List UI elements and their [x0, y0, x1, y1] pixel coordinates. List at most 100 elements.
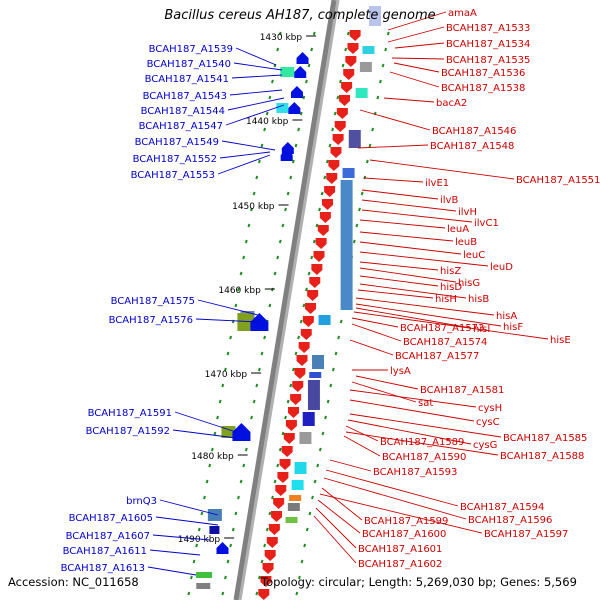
gene-label-left[interactable]: BCAH187_A1544	[141, 106, 225, 117]
gene-label-right[interactable]: BCAH187_A1590	[382, 452, 466, 463]
gene-label-left[interactable]: BCAH187_A1611	[63, 546, 147, 557]
gene-label-right[interactable]: BCAH187_A1599	[364, 516, 448, 527]
track-tick	[237, 287, 240, 292]
gene-label-left[interactable]: brnQ3	[126, 496, 157, 507]
gene-arrow-reverse	[277, 472, 289, 483]
gene-block	[196, 572, 213, 578]
gene-label-left[interactable]: BCAH187_A1539	[149, 44, 233, 55]
gene-label-left[interactable]: BCAH187_A1543	[143, 91, 227, 102]
gene-label-right[interactable]: BCAH187_A1538	[441, 83, 525, 94]
gene-label-right[interactable]: BCAH187_A1600	[362, 529, 446, 540]
gene-label-right[interactable]: cysH	[478, 403, 502, 414]
track-tick	[200, 511, 204, 516]
track-tick	[307, 63, 311, 68]
gene-label-right[interactable]: cysC	[476, 417, 500, 428]
gene-label-left[interactable]: BCAH187_A1549	[135, 137, 219, 148]
gene-label-left[interactable]: BCAH187_A1592	[86, 426, 170, 437]
gene-label-right[interactable]: leuD	[490, 262, 513, 273]
gene-label-right[interactable]: amaA	[448, 8, 477, 19]
gene-leader-line	[219, 151, 271, 159]
track-tick	[268, 95, 272, 100]
gene-label-right[interactable]: leuA	[447, 224, 469, 235]
gene-label-right[interactable]: BCAH187_A1594	[460, 502, 544, 513]
gene-label-right[interactable]: lysA	[390, 366, 411, 377]
gene-label-right[interactable]: BCAH187_A1551	[516, 175, 600, 186]
gene-label-right[interactable]: BCAH187_A1589	[380, 437, 464, 448]
gene-label-right[interactable]: leuB	[455, 237, 477, 248]
scale-label: 1490 kbp	[178, 535, 221, 545]
gene-label-right[interactable]: hisA	[496, 311, 517, 322]
gene-label-right[interactable]: BCAH187_A1546	[432, 126, 516, 137]
gene-label-left[interactable]: BCAH187_A1591	[88, 408, 172, 419]
gene-label-right[interactable]: hisF	[503, 322, 523, 333]
gene-arrow-forward	[232, 423, 251, 441]
gene-label-right[interactable]: BCAH187_A1602	[358, 559, 442, 570]
gene-arrow-reverse	[288, 407, 300, 418]
track-tick	[297, 575, 301, 580]
gene-label-left[interactable]: BCAH187_A1613	[61, 563, 145, 574]
gene-arrow-forward	[288, 102, 301, 114]
gene-label-right[interactable]: BCAH187_A1533	[446, 23, 530, 34]
track-tick	[268, 511, 272, 516]
gene-label-right[interactable]: BCAH187_A1534	[446, 39, 530, 50]
gene-label-left[interactable]: BCAH187_A1607	[66, 531, 150, 542]
gene-label-right[interactable]: BCAH187_A1577	[395, 351, 479, 362]
gene-label-right[interactable]: BCAH187_A1535	[446, 55, 530, 66]
gene-label-left[interactable]: BCAH187_A1575	[111, 296, 195, 307]
gene-label-right[interactable]: ilvB	[440, 195, 458, 206]
gene-label-right[interactable]: BCAH187_A1588	[500, 451, 584, 462]
gene-label-left[interactable]: BCAH187_A1553	[131, 170, 215, 181]
gene-label-right[interactable]: BCAH187_A1574	[403, 337, 487, 348]
gene-label-right[interactable]: BCAH187_A1581	[420, 385, 504, 396]
gene-leader-line	[359, 109, 431, 131]
gene-label-right[interactable]: ilvH	[458, 207, 477, 218]
gene-arrow-reverse	[313, 251, 325, 262]
gene-label-right[interactable]: BCAH187_A1597	[484, 529, 568, 540]
gene-label-right[interactable]: BCAH187_A1573	[400, 323, 484, 334]
track-tick	[294, 143, 298, 148]
gene-label-right[interactable]: BCAH187_A1548	[430, 141, 514, 152]
gene-label-right[interactable]: ilvC1	[474, 218, 499, 229]
gene-label-left[interactable]: BCAH187_A1541	[145, 74, 229, 85]
track-tick	[315, 223, 319, 228]
scale-label: 1430 kbp	[260, 33, 303, 43]
gene-label-left[interactable]: BCAH187_A1605	[69, 513, 153, 524]
gene-label-right[interactable]: hisD	[440, 282, 462, 293]
gene-label-right[interactable]: hisZ	[440, 266, 461, 277]
gene-label-right[interactable]: hisG	[458, 278, 480, 289]
gene-block	[209, 526, 220, 534]
gene-label-right[interactable]: ilvE1	[425, 178, 449, 189]
gene-arrow-reverse	[273, 498, 285, 509]
gene-label-right[interactable]: sat	[418, 398, 433, 409]
gene-label-right[interactable]: BCAH187_A1601	[358, 544, 442, 555]
gene-label-right[interactable]: BCAH187_A1585	[503, 433, 587, 444]
gene-leader-line	[343, 435, 381, 457]
accession-text: Accession: NC_011658	[8, 575, 139, 589]
gene-label-right[interactable]: bacA2	[436, 98, 467, 109]
track-tick	[221, 383, 225, 388]
track-tick	[260, 559, 264, 564]
gene-label-right[interactable]: hisH	[435, 294, 457, 305]
gene-arrow-reverse	[271, 511, 283, 522]
gene-label-right[interactable]: BCAH187_A1596	[468, 515, 552, 526]
gene-label-left[interactable]: BCAH187_A1576	[109, 315, 193, 326]
gene-label-right[interactable]: hisB	[468, 294, 489, 305]
gene-leader-line	[155, 516, 219, 526]
gene-arrow-reverse	[307, 290, 319, 301]
gene-label-left[interactable]: BCAH187_A1547	[139, 121, 223, 132]
track-tick	[273, 479, 277, 484]
track-tick	[284, 207, 287, 212]
track-tick	[339, 319, 343, 324]
track-tick	[265, 527, 269, 532]
gene-label-left[interactable]: BCAH187_A1552	[133, 154, 217, 165]
gene-label-right[interactable]: leuC	[463, 250, 485, 261]
gene-label-right[interactable]: BCAH187_A1593	[373, 467, 457, 478]
gene-label-right[interactable]: BCAH187_A1536	[441, 68, 525, 79]
track-tick	[338, 79, 342, 84]
gene-label-right[interactable]: cysG	[473, 440, 497, 451]
gene-label-left[interactable]: BCAH187_A1540	[147, 59, 231, 70]
track-tick	[294, 351, 298, 356]
scale-label: 1460 kbp	[218, 286, 261, 296]
gene-label-right[interactable]: hisE	[550, 335, 571, 346]
gene-arrow-reverse	[296, 355, 308, 366]
